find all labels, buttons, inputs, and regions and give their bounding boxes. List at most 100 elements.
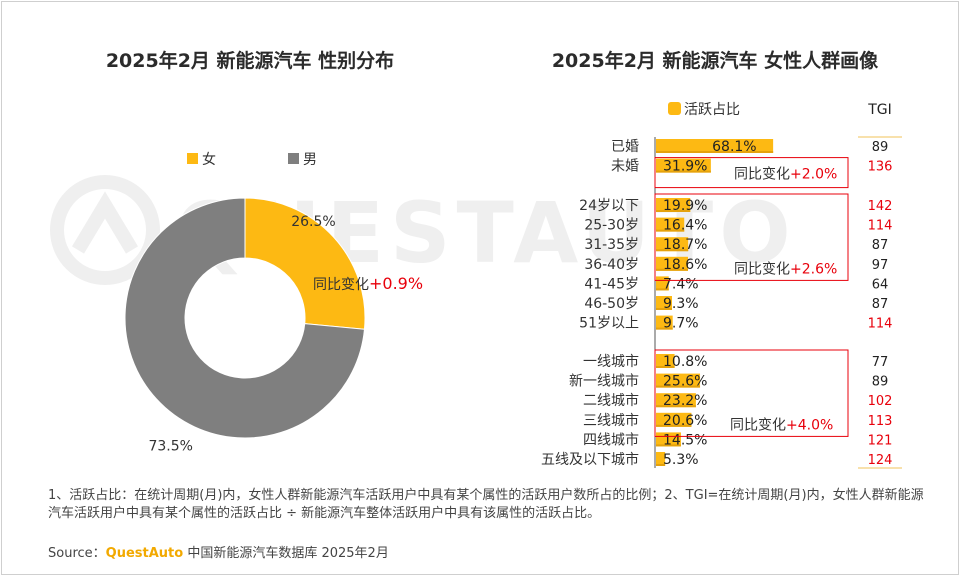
category-label: 36-40岁	[584, 257, 639, 273]
category-label: 24岁以下	[579, 198, 639, 214]
bar-chart-title: 2025年2月 新能源汽车 女性人群画像	[551, 50, 879, 72]
legend-label: 女	[202, 151, 216, 168]
bar	[656, 432, 681, 447]
bar-shadow	[656, 366, 675, 368]
change-highlight-box	[654, 349, 849, 437]
tgi-value: 97	[872, 258, 889, 273]
bar	[656, 354, 675, 368]
footnote: 1、活跃占比：在统计周期(月)内，女性人群新能源汽车活跃用户中具有某个属性的活跃…	[48, 488, 924, 521]
bar-shadow	[656, 151, 774, 153]
category-label: 未婚	[611, 159, 639, 175]
tgi-value: 114	[868, 219, 893, 234]
donut-chart: 女 男 26.5% 73.5% 同比变化+0.9%	[124, 151, 423, 455]
bar-shadow	[656, 170, 711, 173]
tgi-value: 121	[868, 433, 893, 448]
bar	[656, 296, 672, 310]
bar	[656, 198, 691, 212]
tgi-value: 142	[868, 199, 893, 214]
bar	[656, 237, 689, 252]
tgi-value: 77	[872, 355, 889, 370]
tgi-value: 89	[872, 140, 889, 155]
bar-shadow	[656, 288, 669, 291]
bar-value-label: 31.9%	[663, 159, 707, 175]
bar-value-label: 68.1%	[712, 139, 756, 155]
bar-value-label: 19.9%	[663, 198, 707, 214]
bar-value-label: 14.5%	[663, 432, 707, 448]
bar	[656, 158, 711, 173]
source-prefix: Source：	[48, 546, 106, 561]
bar	[656, 256, 688, 271]
tgi-value: 114	[868, 317, 893, 332]
bar	[656, 412, 692, 427]
bar-shadow	[656, 444, 681, 447]
tgi-value: 64	[872, 277, 889, 292]
bar-shadow	[656, 405, 696, 408]
donut-slice	[244, 197, 366, 330]
bar-chart: 活跃占比 TGI 已婚 68.1% 89 未婚 31.9% 136 同比变化+2.0% 24岁以下…	[541, 102, 902, 469]
bar-value-label: 16.4%	[663, 218, 707, 234]
bar-shadow	[656, 249, 689, 252]
source-line: Source：QuestAuto 中国新能源汽车数据库 2025年2月	[48, 542, 389, 561]
tgi-header: TGI	[867, 102, 892, 118]
bar	[656, 393, 696, 408]
bar-shadow	[656, 210, 691, 212]
bar	[656, 217, 685, 232]
yoy-change-annotation: 同比变化+2.0%	[734, 167, 837, 183]
donut-slice	[124, 197, 366, 439]
category-label: 一线城市	[583, 353, 639, 370]
bar-value-label: 9.7%	[663, 316, 699, 332]
tgi-value: 89	[872, 375, 889, 390]
tgi-value: 136	[868, 160, 893, 175]
bar	[656, 452, 666, 466]
bar-value-label: 25.6%	[663, 374, 707, 390]
bar	[656, 139, 774, 153]
tgi-value: 102	[868, 394, 893, 409]
tgi-value: 113	[868, 414, 893, 429]
source-brand: QuestAuto	[105, 546, 184, 561]
category-label: 三线城市	[583, 412, 639, 429]
tgi-value: 124	[868, 453, 893, 468]
watermark-logo-mark	[71, 191, 139, 254]
bar-value-label: 18.6%	[663, 257, 707, 273]
legend-swatch	[187, 153, 198, 164]
category-label: 二线城市	[583, 392, 639, 409]
bar-value-label: 5.3%	[663, 452, 699, 468]
legend-label: 活跃占比	[684, 102, 740, 118]
slice-value-label: 26.5%	[291, 214, 335, 230]
category-label: 五线及以下城市	[541, 451, 639, 468]
bar	[656, 373, 701, 388]
bar-shadow	[656, 308, 672, 310]
bar-value-label: 18.7%	[663, 237, 707, 253]
legend-label: 男	[303, 152, 317, 168]
bar-shadow	[656, 424, 692, 427]
legend-swatch	[668, 102, 681, 115]
tgi-value: 87	[872, 297, 889, 312]
bar-value-label: 23.2%	[663, 393, 707, 409]
bar-value-label: 9.3%	[663, 296, 699, 312]
category-label: 46-50岁	[584, 296, 639, 312]
yoy-change-annotation: 同比变化+0.9%	[313, 274, 423, 293]
bar-shadow	[656, 464, 666, 466]
category-label: 新一线城市	[569, 373, 639, 390]
bar-shadow	[656, 327, 673, 330]
yoy-change-annotation: 同比变化+4.0%	[730, 417, 833, 433]
bar-shadow	[656, 229, 685, 232]
source-text: 中国新能源汽车数据库 2025年2月	[183, 546, 389, 561]
legend-swatch	[288, 153, 299, 164]
bar-shadow	[656, 268, 688, 271]
bar-value-label: 7.4%	[663, 276, 699, 292]
category-label: 51岁以上	[579, 316, 639, 332]
category-label: 41-45岁	[584, 276, 639, 292]
watermark-logo-ring	[50, 175, 160, 285]
bar-value-label: 10.8%	[663, 354, 707, 370]
bar	[656, 276, 669, 291]
tgi-value: 87	[872, 238, 889, 253]
change-highlight-box	[654, 193, 849, 281]
category-label: 已婚	[611, 139, 639, 155]
bar	[656, 315, 673, 330]
donut-chart-title: 2025年2月 新能源汽车 性别分布	[105, 50, 395, 72]
bar-shadow	[656, 385, 701, 388]
bar-value-label: 20.6%	[663, 413, 707, 429]
